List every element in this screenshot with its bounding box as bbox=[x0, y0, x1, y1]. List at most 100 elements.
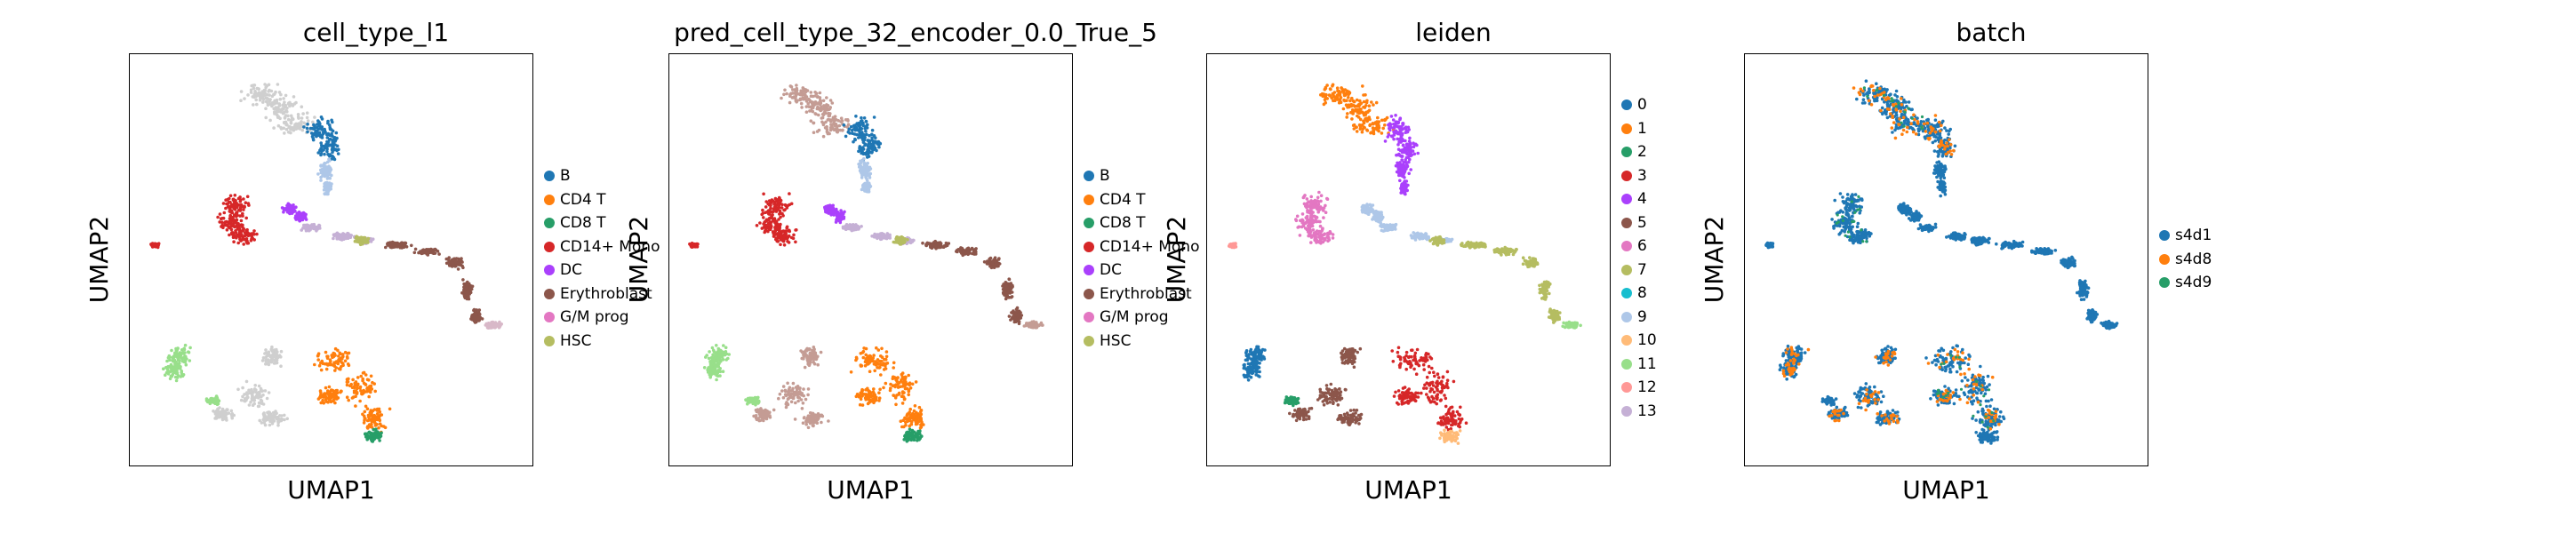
legend-marker bbox=[544, 171, 555, 182]
legend-label: 1 bbox=[1637, 119, 1647, 138]
legend-marker bbox=[1621, 123, 1632, 134]
legend-item: G/M prog bbox=[544, 306, 660, 330]
legend-item: 4 bbox=[1621, 187, 1657, 211]
legend-marker bbox=[1621, 147, 1632, 158]
legend-item: G/M prog bbox=[1084, 306, 1199, 330]
legend-label: s4d1 bbox=[2175, 227, 2212, 245]
panel-title: batch bbox=[1956, 18, 2027, 47]
legend-marker bbox=[1084, 265, 1094, 276]
legend-label: s4d8 bbox=[2175, 250, 2212, 268]
legend-item: 5 bbox=[1621, 211, 1657, 235]
umap-scatter bbox=[1764, 79, 2119, 445]
legend-marker bbox=[1621, 194, 1632, 205]
panel-title: cell_type_l1 bbox=[302, 18, 450, 47]
legend-item: 6 bbox=[1621, 235, 1657, 259]
legend-label: 5 bbox=[1637, 213, 1647, 232]
legend-marker bbox=[1621, 170, 1632, 181]
legend-label: CD8 T bbox=[560, 214, 606, 233]
legend: 0 1 2 3 4 5 6 7 8 9 10 11 12 13 bbox=[1621, 93, 1657, 423]
legend-item: s4d9 bbox=[2159, 271, 2212, 295]
umap-plot-area bbox=[1744, 53, 2148, 466]
legend-marker bbox=[2159, 277, 2170, 289]
legend-item: DC bbox=[1084, 259, 1199, 282]
panel-title: pred_cell_type_32_encoder_0.0_True_5 bbox=[674, 18, 1157, 47]
legend-item: 0 bbox=[1621, 93, 1657, 117]
legend-item: Erythroblast bbox=[1084, 282, 1199, 306]
y-axis-label-text: UMAP2 bbox=[624, 215, 653, 304]
legend-label: CD14+ Mono bbox=[1100, 237, 1200, 256]
legend-marker bbox=[544, 288, 555, 299]
umap-plot-area bbox=[129, 53, 533, 466]
legend-marker bbox=[1621, 335, 1632, 346]
y-axis-label-text: UMAP2 bbox=[84, 215, 114, 304]
legend-marker bbox=[1084, 312, 1094, 323]
legend-marker bbox=[1621, 358, 1632, 370]
legend-item: 2 bbox=[1621, 140, 1657, 164]
legend-item: B bbox=[1084, 164, 1199, 188]
legend-label: 7 bbox=[1637, 260, 1647, 279]
legend-marker bbox=[1621, 382, 1632, 394]
legend-item: s4d8 bbox=[2159, 248, 2212, 272]
legend-marker bbox=[1621, 405, 1632, 417]
legend-item: CD8 T bbox=[544, 211, 660, 235]
panel-cell-type-l1: cell_type_l1 UMAP1 UMAP2 B CD4 T CD8 T CD14… bbox=[0, 0, 660, 533]
legend-label: CD8 T bbox=[1100, 214, 1146, 233]
legend-marker bbox=[2159, 230, 2170, 242]
legend: B CD4 T CD8 T CD14+ Mono DC Erythroblast G/M p… bbox=[544, 164, 660, 353]
legend-label: 0 bbox=[1637, 96, 1647, 115]
legend-label: 11 bbox=[1637, 354, 1657, 373]
legend-label: CD4 T bbox=[1100, 190, 1146, 209]
legend-marker bbox=[1084, 194, 1094, 205]
legend-marker bbox=[1621, 217, 1632, 228]
legend-label: G/M prog bbox=[560, 308, 629, 327]
legend-label: 8 bbox=[1637, 284, 1647, 303]
legend-marker bbox=[1621, 264, 1632, 275]
panel-batch: batch UMAP1 UMAP2 s4d1 s4d8 s4d9 bbox=[1615, 0, 2237, 533]
y-axis-label-text: UMAP2 bbox=[1162, 215, 1191, 304]
legend-marker bbox=[1621, 311, 1632, 322]
legend-label: B bbox=[1100, 167, 1110, 186]
legend-item: 12 bbox=[1621, 376, 1657, 400]
legend-item: 9 bbox=[1621, 306, 1657, 330]
legend-marker bbox=[2159, 253, 2170, 265]
umap-plot-area bbox=[668, 53, 1073, 466]
legend-item: HSC bbox=[1084, 330, 1199, 354]
legend-item: DC bbox=[544, 259, 660, 282]
legend-item: 3 bbox=[1621, 164, 1657, 188]
legend-item: CD14+ Mono bbox=[1084, 235, 1199, 259]
legend-label: 3 bbox=[1637, 166, 1647, 185]
legend: s4d1 s4d8 s4d9 bbox=[2159, 224, 2212, 295]
legend-label: 6 bbox=[1637, 237, 1647, 256]
legend-label: 9 bbox=[1637, 307, 1647, 326]
legend-marker bbox=[544, 241, 555, 252]
legend-item: CD8 T bbox=[1084, 211, 1199, 235]
legend-item: CD4 T bbox=[1084, 188, 1199, 212]
legend-marker bbox=[1084, 288, 1094, 299]
legend-marker bbox=[1621, 288, 1632, 299]
umap-plot-area bbox=[1206, 53, 1611, 466]
legend-item: HSC bbox=[544, 330, 660, 354]
y-axis-label-text: UMAP2 bbox=[1700, 215, 1729, 304]
legend-marker bbox=[544, 265, 555, 276]
legend-item: 11 bbox=[1621, 353, 1657, 377]
legend-marker bbox=[1084, 335, 1094, 346]
legend-item: CD4 T bbox=[544, 188, 660, 212]
legend-item: 10 bbox=[1621, 329, 1657, 353]
umap-scatter bbox=[149, 83, 503, 443]
panel-leiden: leiden UMAP1 UMAP2 0 1 2 3 4 5 6 7 8 9 10 11 12 13 bbox=[1077, 0, 1700, 533]
legend-label: s4d9 bbox=[2175, 274, 2212, 292]
legend-label: 12 bbox=[1637, 378, 1657, 397]
legend-item: 7 bbox=[1621, 259, 1657, 282]
legend-item: 8 bbox=[1621, 282, 1657, 306]
legend-item: 13 bbox=[1621, 400, 1657, 424]
legend-label: DC bbox=[1100, 261, 1122, 280]
panel-title: leiden bbox=[1415, 18, 1492, 47]
legend-item: 1 bbox=[1621, 117, 1657, 141]
legend-item: B bbox=[544, 164, 660, 188]
legend-label: Erythroblast bbox=[1100, 284, 1192, 303]
legend-label: 13 bbox=[1637, 402, 1657, 420]
panel-pred-cell-type: pred_cell_type_32_encoder_0.0_True_5 UMA… bbox=[540, 0, 1199, 533]
legend-marker bbox=[1621, 241, 1632, 252]
legend-label: B bbox=[560, 167, 571, 186]
legend-item: Erythroblast bbox=[544, 282, 660, 306]
